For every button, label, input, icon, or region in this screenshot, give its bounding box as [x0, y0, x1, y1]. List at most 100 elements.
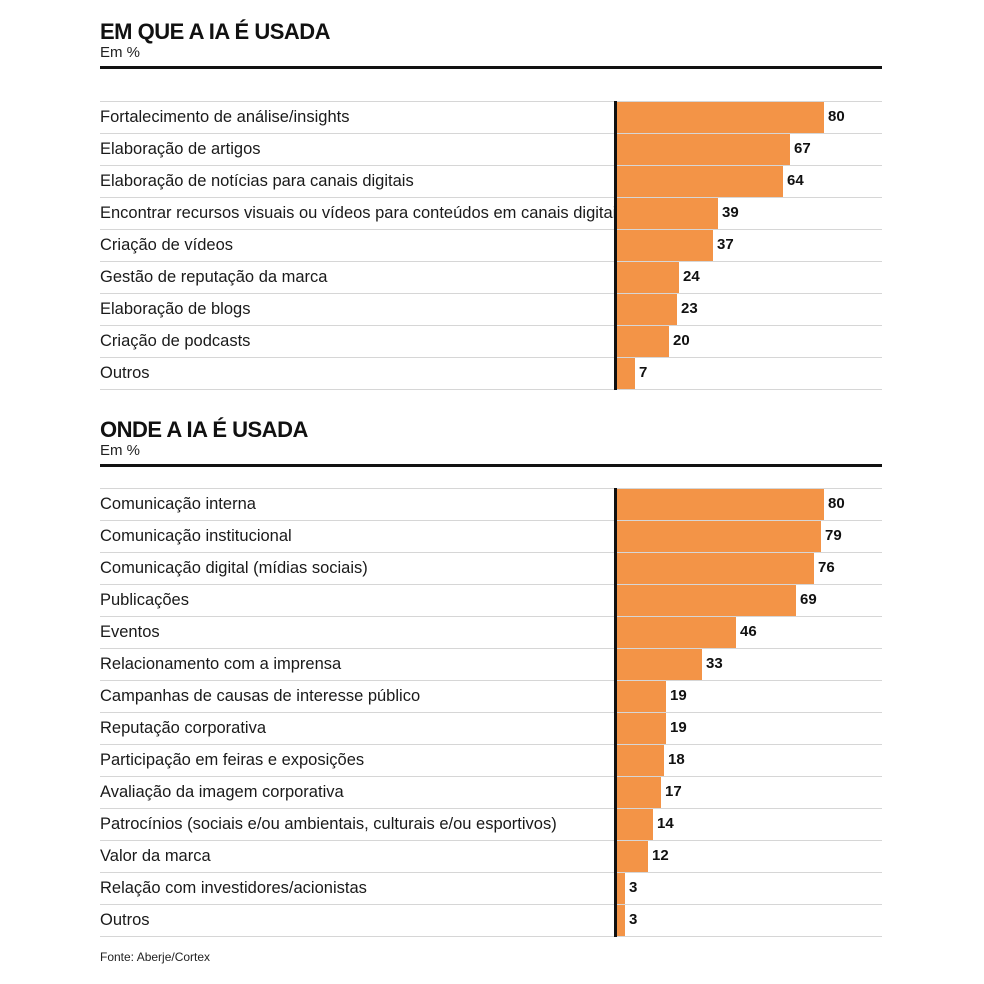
- row-separator: [100, 229, 882, 230]
- row-separator: [100, 648, 882, 649]
- bar-row: Comunicação institucional 79: [100, 520, 882, 552]
- value-label: 7: [639, 364, 648, 381]
- value-label: 17: [665, 783, 682, 800]
- bar: [617, 553, 814, 584]
- category-label: Outros: [100, 911, 150, 929]
- value-label: 80: [828, 495, 845, 512]
- bar: [617, 166, 783, 197]
- category-label: Campanhas de causas de interesse público: [100, 687, 421, 705]
- bar: [617, 905, 625, 936]
- category-label: Gestão de reputação da marca: [100, 268, 328, 286]
- title-rule: [100, 464, 882, 467]
- bar: [617, 841, 648, 872]
- bar-row: Elaboração de artigos 67: [100, 133, 882, 165]
- bar: [617, 745, 664, 776]
- bar: [617, 585, 796, 616]
- value-label: 64: [787, 172, 804, 189]
- row-separator: [100, 680, 882, 681]
- chart-title: EM QUE A IA É USADA: [100, 19, 331, 44]
- bar-row: Fortalecimento de análise/insights 80: [100, 101, 882, 133]
- row-separator: [100, 101, 882, 102]
- category-label: Comunicação digital (mídias sociais): [100, 559, 368, 577]
- value-label: 23: [681, 300, 698, 317]
- row-separator: [100, 744, 882, 745]
- bar-row: Elaboração de blogs 23: [100, 293, 882, 325]
- category-label: Encontrar recursos visuais ou vídeos par…: [100, 204, 625, 222]
- value-label: 3: [629, 879, 638, 896]
- bar-row: Eventos 46: [100, 616, 882, 648]
- chart-title: ONDE A IA É USADA: [100, 417, 308, 442]
- row-separator: [100, 197, 882, 198]
- category-label: Publicações: [100, 591, 189, 609]
- category-label: Eventos: [100, 623, 160, 641]
- row-separator: [100, 520, 882, 521]
- bar-row: Publicações 69: [100, 584, 882, 616]
- bar-row: Outros 3: [100, 904, 882, 936]
- category-label: Criação de podcasts: [100, 332, 251, 350]
- bar: [617, 358, 635, 389]
- value-label: 69: [800, 591, 817, 608]
- value-label: 79: [825, 527, 842, 544]
- chart-bottom-rule: [100, 936, 882, 937]
- category-label: Patrocínios (sociais e/ou ambientais, cu…: [100, 815, 557, 833]
- value-label: 3: [629, 911, 638, 928]
- row-separator: [100, 357, 882, 358]
- row-separator: [100, 904, 882, 905]
- bar: [617, 873, 625, 904]
- bar: [617, 262, 679, 293]
- bar: [617, 326, 669, 357]
- row-separator: [100, 552, 882, 553]
- row-separator: [100, 488, 882, 489]
- category-label: Comunicação interna: [100, 495, 256, 513]
- bar-row: Participação em feiras e exposições 18: [100, 744, 882, 776]
- bar-row: Gestão de reputação da marca 24: [100, 261, 882, 293]
- value-label: 19: [670, 687, 687, 704]
- value-label: 12: [652, 847, 669, 864]
- bar-chart-where: Comunicação interna 80 Comunicação institu…: [100, 488, 882, 937]
- chart-subtitle: Em %: [100, 44, 141, 61]
- bar: [617, 489, 824, 520]
- row-separator: [100, 712, 882, 713]
- title-rule: [100, 66, 882, 69]
- row-separator: [100, 616, 882, 617]
- bar: [617, 102, 824, 133]
- bar-row: Reputação corporativa 19: [100, 712, 882, 744]
- bar: [617, 681, 666, 712]
- row-separator: [100, 293, 882, 294]
- bar-row: Comunicação digital (mídias sociais) 76: [100, 552, 882, 584]
- bar: [617, 134, 790, 165]
- row-separator: [100, 165, 882, 166]
- row-separator: [100, 840, 882, 841]
- bar: [617, 777, 661, 808]
- row-separator: [100, 133, 882, 134]
- category-label: Relacionamento com a imprensa: [100, 655, 342, 673]
- row-separator: [100, 776, 882, 777]
- category-label: Elaboração de artigos: [100, 140, 261, 158]
- value-label: 20: [673, 332, 690, 349]
- bar-chart-usage: Fortalecimento de análise/insights 80 Elab…: [100, 101, 882, 390]
- bar-row: Patrocínios (sociais e/ou ambientais, cu…: [100, 808, 882, 840]
- category-label: Criação de vídeos: [100, 236, 233, 254]
- value-label: 37: [717, 236, 734, 253]
- value-label: 46: [740, 623, 757, 640]
- bar-row: Campanhas de causas de interesse público…: [100, 680, 882, 712]
- category-label: Comunicação institucional: [100, 527, 292, 545]
- bar-row: Relação com investidores/acionistas 3: [100, 872, 882, 904]
- bar: [617, 617, 736, 648]
- bar-row: Encontrar recursos visuais ou vídeos par…: [100, 197, 882, 229]
- value-label: 14: [657, 815, 674, 832]
- row-separator: [100, 325, 882, 326]
- category-label: Avaliação da imagem corporativa: [100, 783, 344, 801]
- bar: [617, 294, 677, 325]
- category-label: Fortalecimento de análise/insights: [100, 108, 350, 126]
- bar: [617, 230, 713, 261]
- category-label: Participação em feiras e exposições: [100, 751, 365, 769]
- value-label: 24: [683, 268, 700, 285]
- bar-row: Relacionamento com a imprensa 33: [100, 648, 882, 680]
- value-label: 39: [722, 204, 739, 221]
- bar-row: Outros 7: [100, 357, 882, 389]
- bar-row: Criação de vídeos 37: [100, 229, 882, 261]
- bar-row: Avaliação da imagem corporativa 17: [100, 776, 882, 808]
- value-label: 18: [668, 751, 685, 768]
- value-label: 80: [828, 108, 845, 125]
